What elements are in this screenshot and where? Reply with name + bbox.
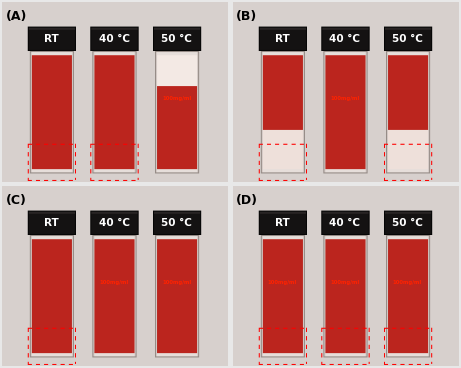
Text: RT: RT bbox=[275, 219, 290, 229]
Text: (D): (D) bbox=[236, 194, 258, 207]
Text: (B): (B) bbox=[236, 10, 257, 23]
Text: 50 °C: 50 °C bbox=[161, 219, 192, 229]
Text: 40 °C: 40 °C bbox=[99, 219, 130, 229]
Text: 50 °C: 50 °C bbox=[392, 35, 423, 45]
Text: 100mg/ml: 100mg/ml bbox=[330, 280, 359, 284]
Text: 100mg/ml: 100mg/ml bbox=[267, 280, 297, 284]
Text: (A): (A) bbox=[6, 10, 27, 23]
Text: 100mg/ml: 100mg/ml bbox=[162, 96, 191, 100]
Text: 40 °C: 40 °C bbox=[99, 35, 130, 45]
Text: 100mg/ml: 100mg/ml bbox=[393, 280, 422, 284]
Text: (C): (C) bbox=[6, 194, 26, 207]
Text: 50 °C: 50 °C bbox=[161, 35, 192, 45]
Text: RT: RT bbox=[44, 35, 59, 45]
Text: RT: RT bbox=[275, 35, 290, 45]
Text: RT: RT bbox=[44, 219, 59, 229]
Text: 100mg/ml: 100mg/ml bbox=[100, 280, 129, 284]
Text: 40 °C: 40 °C bbox=[329, 35, 360, 45]
Text: 50 °C: 50 °C bbox=[392, 219, 423, 229]
Text: 100mg/ml: 100mg/ml bbox=[162, 280, 191, 284]
Text: 40 °C: 40 °C bbox=[329, 219, 360, 229]
Text: 100mg/ml: 100mg/ml bbox=[330, 96, 359, 100]
